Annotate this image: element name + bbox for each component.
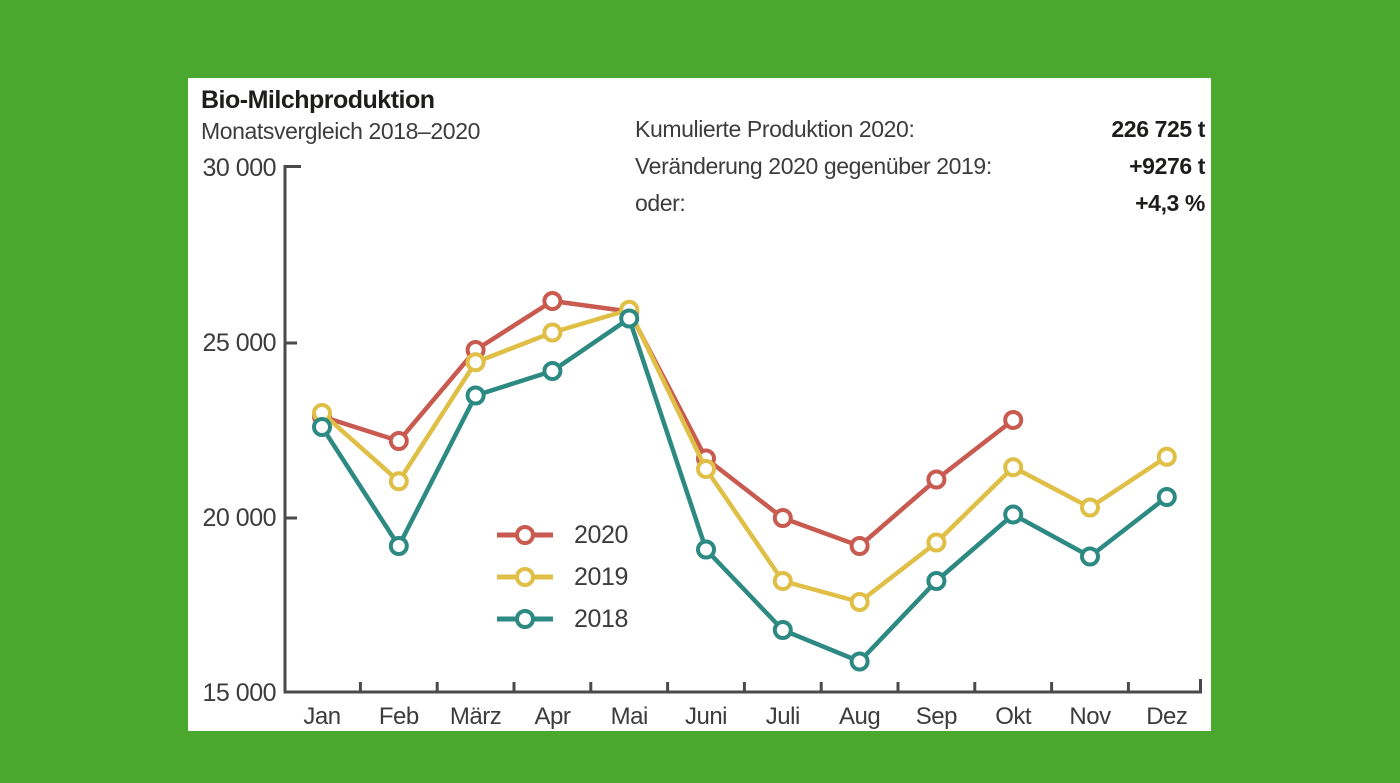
month-label: Sep [916,703,957,730]
stat-row-percent: oder: +4,3 % [635,190,1205,227]
legend-item-2020: 2020 [496,514,628,556]
month-label: Apr [534,703,570,730]
y-tick-label: 15 000 [203,679,276,707]
month-label: Okt [995,703,1032,730]
month-label: Mai [611,703,648,730]
stat-value-cumulative: 226 725 t [1111,116,1205,142]
legend-swatch-2018-icon [497,609,553,629]
data-point-2018 [619,308,640,329]
data-point-2020 [926,469,947,490]
y-tick-label: 20 000 [203,504,276,532]
month-label: Dez [1146,703,1187,730]
data-point-2018 [772,620,793,640]
stat-label-change: Veränderung 2020 gegenüber 2019: [635,153,992,179]
data-point-2019 [772,571,793,591]
series-line-2020 [319,298,1016,549]
legend-label-2018: 2018 [574,604,629,633]
stat-value-change: +9276 t [1129,153,1205,179]
month-label: März [450,703,501,730]
legend-swatch-2019-icon [497,567,553,587]
data-point-2020 [388,431,409,451]
data-point-2018 [312,417,332,437]
month-label: Juli [766,703,800,730]
stat-label-percent: oder: [635,190,686,216]
data-point-2018 [1003,504,1024,525]
series-line-2018 [319,316,1170,664]
data-point-2018 [1080,546,1100,567]
line-chart: 30 000 25 000 20 000 15 000 Jan Feb März Apr Mai… [203,154,1202,730]
data-point-2020 [542,291,563,311]
legend-label-2019: 2019 [574,562,629,591]
month-label: Juni [685,703,727,730]
data-point-2018 [696,539,716,560]
data-point-2019 [388,471,409,492]
legend-swatch-2020-icon [497,525,553,545]
data-point-2019 [696,459,716,479]
chart-title: Bio-Milchproduktion [201,86,435,114]
data-point-2018 [926,571,947,591]
month-label: Nov [1069,703,1111,730]
data-point-2019 [1156,446,1177,467]
legend-label-2020: 2020 [574,520,629,549]
data-point-2019 [542,322,563,343]
series-line-2019 [319,307,1170,605]
y-tick-label: 25 000 [203,329,276,357]
data-point-2019 [1080,497,1100,518]
y-tick-label: 30 000 [203,154,276,182]
stat-label-cumulative: Kumulierte Produktion 2020: [635,116,915,142]
month-label: Feb [379,703,419,730]
chart-legend: 2020 2019 2018 [496,514,628,640]
stat-row-cumulative: Kumulierte Produktion 2020: 226 725 t [635,116,1205,153]
data-point-2019 [926,532,947,553]
data-point-2018 [1156,487,1177,507]
data-point-2019 [849,592,870,612]
month-label: Aug [839,703,880,730]
data-point-2019 [1003,457,1024,478]
data-point-2018 [388,536,409,556]
chart-card: Bio-Milchproduktion Monatsvergleich 2018… [188,78,1211,731]
legend-item-2019: 2019 [496,556,628,598]
data-point-2019 [465,352,486,373]
data-point-2018 [465,385,486,406]
stat-value-percent: +4,3 % [1135,190,1205,216]
chart-subtitle: Monatsvergleich 2018–2020 [201,118,480,144]
stats-block: Kumulierte Produktion 2020: 226 725 t Ve… [635,116,1205,227]
data-point-2020 [1003,410,1024,430]
data-point-2018 [542,361,563,381]
data-point-2020 [772,508,793,528]
stat-row-change: Veränderung 2020 gegenüber 2019: +9276 t [635,153,1205,190]
data-point-2018 [849,651,870,672]
data-point-2020 [849,536,870,556]
month-label: Jan [303,703,340,730]
legend-item-2018: 2018 [496,598,628,640]
